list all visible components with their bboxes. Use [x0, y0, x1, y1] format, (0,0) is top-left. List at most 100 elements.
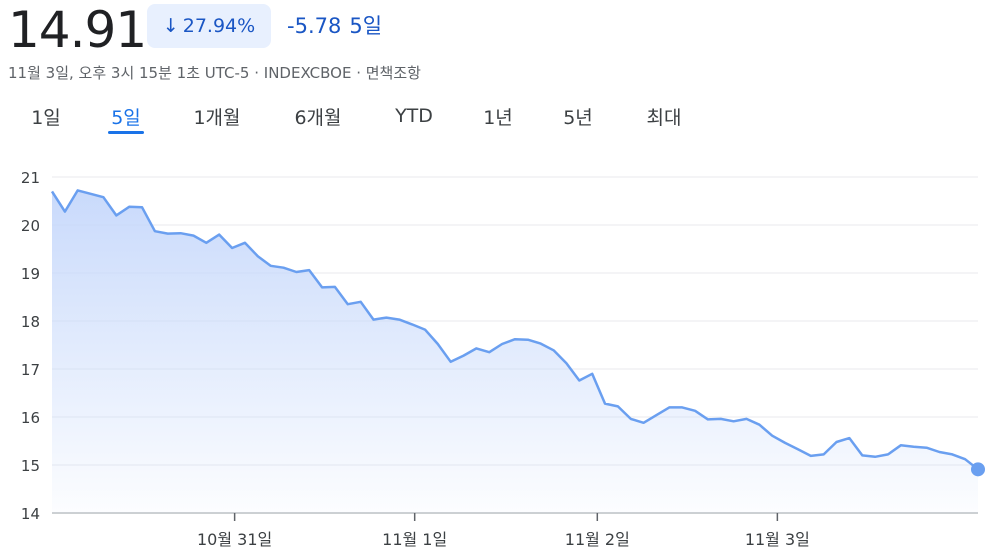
data-point	[538, 341, 544, 347]
data-point	[396, 317, 402, 323]
data-point	[268, 263, 274, 269]
data-point	[473, 345, 479, 351]
y-tick-label: 15	[21, 457, 40, 475]
data-point	[293, 269, 299, 275]
tab-6m[interactable]: 6개월	[294, 106, 342, 129]
data-point	[898, 442, 904, 448]
y-tick-label: 20	[21, 217, 40, 235]
price-line	[50, 189, 979, 471]
data-point	[486, 349, 492, 355]
data-point	[255, 253, 261, 259]
price-area	[52, 190, 978, 513]
data-point	[358, 299, 364, 305]
data-point	[383, 315, 389, 321]
data-point	[152, 228, 158, 234]
x-tick-label: 11월 1일	[382, 530, 447, 549]
data-point	[666, 404, 672, 410]
x-tick-label: 10월 31일	[197, 530, 272, 549]
range-tabs: 1일 5일 1개월 6개월 YTD 1년 5년 최대	[0, 100, 720, 136]
data-point	[62, 209, 68, 215]
data-point	[422, 327, 428, 333]
tab-max[interactable]: 최대	[646, 106, 682, 129]
y-tick-label: 19	[21, 265, 40, 283]
data-point	[628, 416, 634, 422]
data-point	[615, 403, 621, 409]
data-point	[75, 187, 81, 193]
tab-1d[interactable]: 1일	[31, 106, 61, 129]
data-point	[795, 446, 801, 452]
data-point	[126, 204, 132, 210]
change-percent-badge: ↓ 27.94%	[147, 4, 271, 48]
data-point	[178, 230, 184, 236]
data-point	[602, 401, 608, 407]
data-point	[191, 233, 197, 239]
active-tab-indicator	[108, 131, 144, 134]
y-tick-label: 18	[21, 313, 40, 331]
y-tick-label: 21	[21, 169, 40, 187]
x-tick-label: 11월 3일	[745, 530, 810, 549]
data-point	[589, 371, 595, 377]
data-point	[692, 408, 698, 414]
data-point	[859, 452, 865, 458]
tab-5d[interactable]: 5일	[111, 106, 141, 129]
data-point	[821, 451, 827, 457]
last-price-marker	[971, 462, 985, 477]
data-point	[936, 449, 942, 455]
data-point	[769, 433, 775, 439]
data-point	[949, 451, 955, 457]
data-point	[756, 422, 762, 428]
data-point	[242, 240, 248, 246]
y-tick-label: 14	[21, 505, 40, 523]
data-point	[306, 267, 312, 273]
data-point	[679, 404, 685, 410]
y-tick-label: 17	[21, 361, 40, 379]
change-absolute: -5.78 5일	[287, 10, 382, 40]
data-point	[808, 453, 814, 459]
y-tick-label: 16	[21, 409, 40, 427]
data-point	[744, 416, 750, 422]
data-point	[911, 444, 917, 450]
data-point	[113, 212, 119, 218]
data-point	[705, 416, 711, 422]
tab-ytd[interactable]: YTD	[395, 105, 433, 127]
data-point	[203, 240, 209, 246]
data-point	[371, 317, 377, 323]
arrow-down-icon: ↓	[162, 15, 179, 37]
data-point	[924, 445, 930, 451]
data-point	[885, 451, 891, 457]
data-point	[782, 440, 788, 446]
tab-5y[interactable]: 5년	[563, 106, 593, 129]
data-point	[512, 336, 518, 342]
data-point	[332, 284, 338, 290]
data-point	[435, 341, 441, 347]
data-point	[834, 439, 840, 445]
tab-1m[interactable]: 1개월	[193, 106, 241, 129]
data-point	[281, 265, 287, 271]
data-point	[49, 188, 55, 194]
data-point	[872, 454, 878, 460]
tab-1y[interactable]: 1년	[483, 106, 513, 129]
change-percent: 27.94%	[182, 15, 256, 37]
data-point	[731, 418, 737, 424]
data-point	[576, 378, 582, 384]
data-point	[461, 353, 467, 359]
data-point	[525, 337, 531, 343]
data-point	[409, 321, 415, 327]
data-point	[846, 435, 852, 441]
data-point	[563, 360, 569, 366]
data-point	[962, 456, 968, 462]
x-tick-label: 11월 2일	[565, 530, 630, 549]
data-point	[654, 412, 660, 418]
data-point	[88, 191, 94, 197]
data-point	[345, 301, 351, 307]
data-point	[499, 341, 505, 347]
data-point	[319, 284, 325, 290]
data-point	[641, 420, 647, 426]
data-point	[551, 347, 557, 353]
data-point	[216, 232, 222, 238]
price-value: 14.91	[8, 1, 147, 59]
data-point	[448, 359, 454, 365]
quote-meta: 11월 3일, 오후 3시 15분 1초 UTC-5 · INDEXCBOE ·…	[8, 64, 421, 82]
change-value: -5.78	[287, 14, 342, 38]
